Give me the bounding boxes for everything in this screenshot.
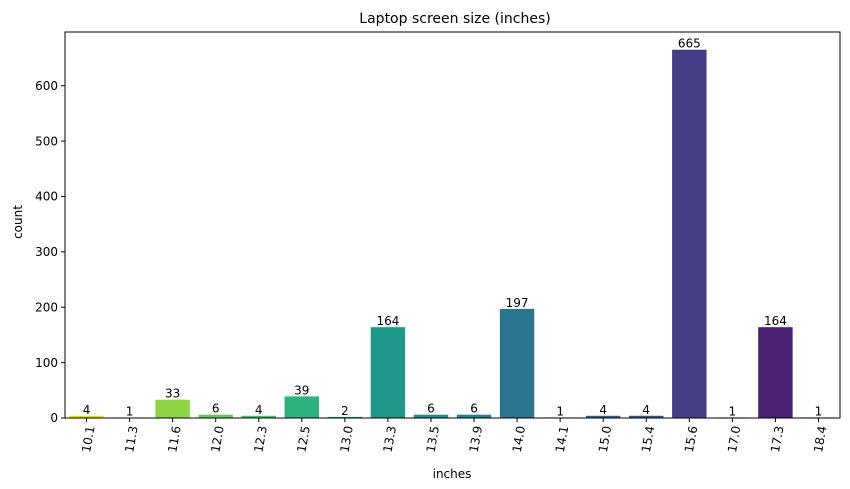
data-label-12.3: 4: [255, 403, 263, 417]
bar-12.3: [241, 415, 276, 418]
y-tick-label: 500: [35, 134, 58, 148]
bar-15.4: [629, 415, 664, 418]
x-tick-label: 12.0: [208, 425, 226, 454]
bar-13.0: [327, 416, 363, 418]
data-labels-layer: 4 1 33 6 4 39 2 164 6 6 197 1 4 4 665 1 164 1: [83, 37, 823, 419]
data-label-12.0: 6: [212, 402, 220, 416]
bar-13.5: [413, 414, 449, 418]
x-tick-label: 13.0: [338, 425, 356, 454]
bar-12.5: [284, 396, 320, 418]
y-tick-label: 200: [35, 300, 58, 314]
data-label-13.3: 164: [376, 314, 399, 328]
bar-11.6: [155, 399, 190, 418]
x-tick-label: 15.0: [596, 425, 614, 454]
data-label-17.3: 164: [764, 314, 787, 328]
data-label-13.5: 6: [427, 402, 435, 416]
y-axis-label: count: [11, 205, 25, 239]
x-tick-label: 12.3: [251, 425, 269, 454]
data-label-15.4: 4: [642, 403, 650, 417]
bar-15.0: [585, 415, 621, 418]
bar-10.1: [69, 415, 104, 418]
x-tick-label: 14.1: [553, 425, 571, 454]
data-label-18.4: 1: [815, 404, 823, 418]
y-axis: 0 100 200 300 400 500 600: [35, 79, 65, 425]
bar-17.3: [758, 327, 793, 418]
x-tick-label: 10.1: [79, 425, 97, 454]
bars-layer: [69, 49, 836, 418]
data-label-11.6: 33: [165, 387, 180, 401]
bar-12.0: [198, 414, 233, 418]
data-label-13.0: 2: [341, 404, 349, 418]
data-label-15.0: 4: [599, 403, 607, 417]
x-axis-label: inches: [433, 467, 472, 481]
data-label-12.5: 39: [294, 383, 309, 397]
data-label-17.0: 1: [729, 404, 737, 418]
data-label-14.1: 1: [556, 404, 564, 418]
data-label-13.9: 6: [470, 402, 478, 416]
plot-frame: [64, 31, 841, 419]
data-label-11.3: 1: [126, 404, 134, 418]
x-tick-label: 15.4: [639, 425, 657, 454]
bar-13.3: [370, 327, 406, 418]
x-tick-label: 13.9: [467, 425, 485, 454]
data-label-15.6: 665: [678, 37, 701, 51]
x-tick-label: 17.0: [725, 425, 743, 454]
x-tick-label: 12.5: [294, 425, 312, 454]
y-tick-label: 600: [35, 79, 58, 93]
x-tick-label: 17.3: [768, 425, 786, 454]
x-axis: 10.1 11.3 11.6 12.0 12.3 12.5 13.0 13.3 13.5 13.9…: [79, 418, 830, 454]
x-tick-label: 14.0: [510, 425, 528, 454]
y-tick-label: 400: [35, 190, 58, 204]
x-tick-label: 13.5: [424, 425, 442, 454]
y-tick-label: 300: [35, 245, 58, 259]
chart-title: Laptop screen size (inches): [359, 11, 550, 27]
x-tick-label: 11.6: [165, 425, 183, 454]
bar-15.6: [672, 49, 707, 418]
y-tick-label: 100: [35, 356, 58, 370]
bar-14.0: [499, 308, 535, 418]
x-tick-label: 15.6: [682, 425, 700, 454]
y-tick-label: 0: [50, 411, 58, 425]
x-tick-label: 13.3: [381, 425, 399, 454]
data-label-10.1: 4: [83, 403, 91, 417]
data-label-14.0: 197: [506, 296, 529, 310]
x-tick-label: 11.3: [122, 425, 140, 454]
x-tick-label: 18.4: [811, 425, 829, 454]
bar-13.9: [456, 414, 492, 418]
